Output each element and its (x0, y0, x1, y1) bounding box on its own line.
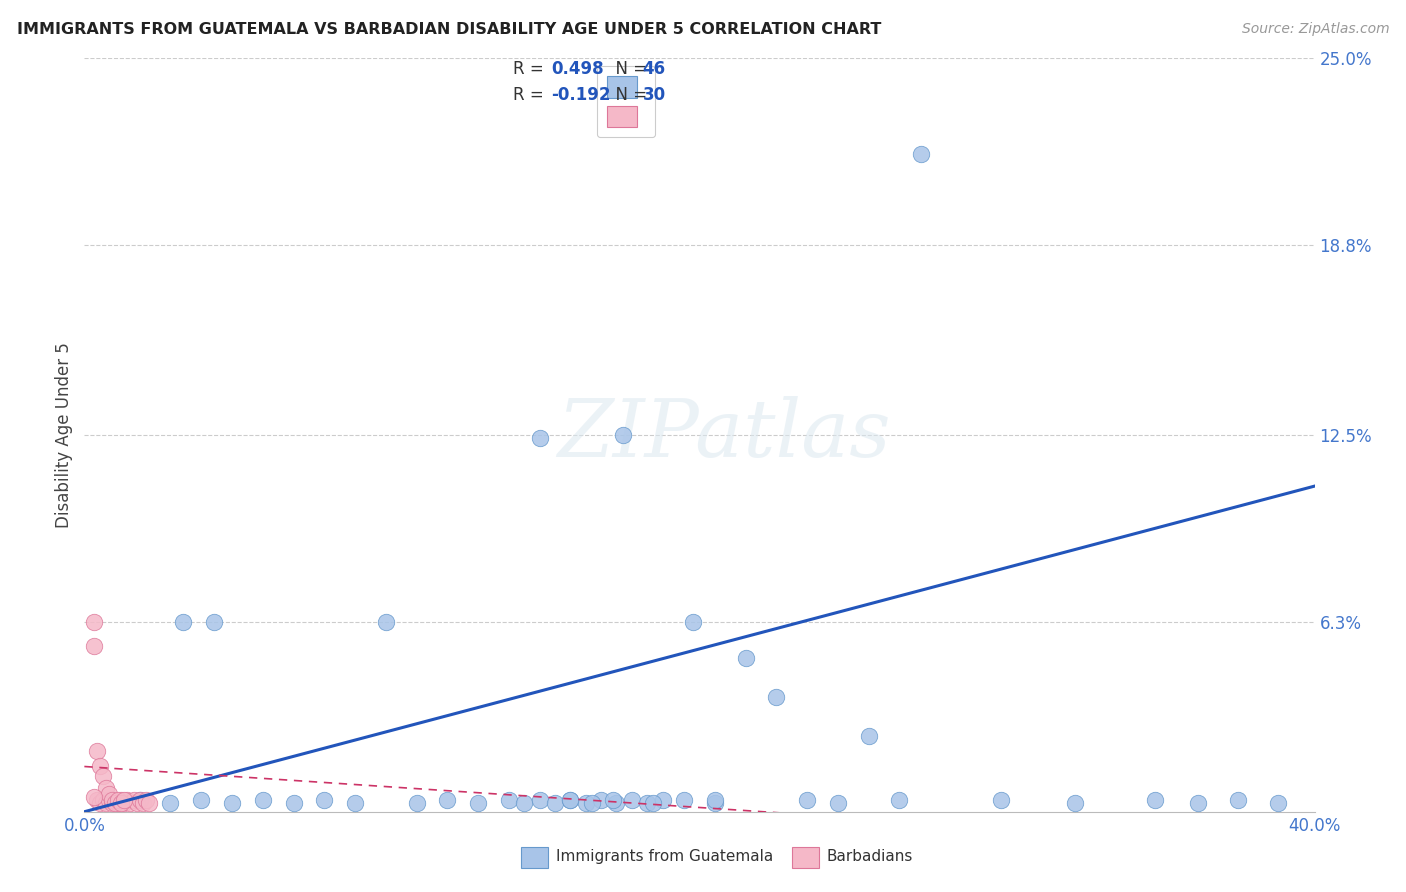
Text: ZIPatlas: ZIPatlas (557, 396, 891, 474)
Point (405, 796, 427, 810)
Point (86, 792, 108, 806)
Point (673, 792, 696, 806)
Point (94, 796, 117, 810)
Point (765, 690, 787, 705)
Point (910, 147, 932, 161)
Text: N =: N = (605, 87, 652, 104)
Text: N =: N = (605, 60, 652, 78)
Point (529, 431, 551, 445)
Point (344, 796, 367, 810)
Point (643, 796, 665, 810)
Point (498, 792, 520, 806)
Point (314, 792, 336, 806)
Point (703, 796, 725, 810)
FancyBboxPatch shape (522, 847, 548, 868)
Point (125, 796, 148, 810)
Text: -0.192: -0.192 (551, 87, 610, 104)
Point (122, 792, 145, 806)
Text: Source: ZipAtlas.com: Source: ZipAtlas.com (1241, 22, 1389, 37)
Point (128, 792, 150, 806)
Point (651, 792, 673, 806)
Point (112, 796, 135, 810)
Point (101, 796, 124, 810)
Point (1143, 792, 1166, 806)
Legend: , : , (596, 66, 655, 137)
Point (86, 744, 108, 758)
Point (734, 651, 756, 665)
Point (172, 615, 194, 629)
Point (703, 792, 725, 806)
Point (436, 792, 458, 806)
Point (112, 792, 135, 806)
Point (602, 792, 624, 806)
Text: IMMIGRANTS FROM GUATEMALA VS BARBADIAN DISABILITY AGE UNDER 5 CORRELATION CHART: IMMIGRANTS FROM GUATEMALA VS BARBADIAN D… (17, 22, 882, 37)
Point (98, 787, 120, 801)
Point (138, 796, 160, 810)
Point (190, 792, 212, 806)
Text: 30: 30 (643, 87, 665, 104)
Point (120, 796, 142, 810)
Y-axis label: Disability Age Under 5: Disability Age Under 5 (55, 342, 73, 528)
Text: R =: R = (513, 60, 550, 78)
Point (98, 792, 120, 806)
Point (135, 792, 157, 806)
Point (889, 792, 911, 806)
Point (529, 792, 551, 806)
Text: R =: R = (513, 87, 550, 104)
Point (575, 796, 598, 810)
Point (132, 796, 155, 810)
Point (83, 789, 105, 804)
Point (513, 796, 536, 810)
Point (1226, 792, 1249, 806)
Point (1267, 796, 1289, 810)
Point (104, 796, 127, 810)
Point (560, 792, 582, 806)
Point (128, 792, 150, 806)
Point (117, 792, 139, 806)
Point (104, 792, 127, 806)
Point (83, 639, 105, 653)
Point (107, 792, 129, 806)
Point (159, 796, 181, 810)
Point (858, 730, 880, 744)
Point (591, 792, 613, 806)
Point (374, 615, 396, 629)
Point (1063, 796, 1085, 810)
Point (605, 796, 627, 810)
Point (89, 796, 111, 810)
Text: Immigrants from Guatemala: Immigrants from Guatemala (555, 849, 773, 864)
Text: Barbadians: Barbadians (827, 849, 912, 864)
FancyBboxPatch shape (792, 847, 818, 868)
Point (990, 792, 1012, 806)
Point (101, 792, 124, 806)
Text: 46: 46 (643, 60, 665, 78)
Text: 0.498: 0.498 (551, 60, 603, 78)
Point (544, 796, 567, 810)
Point (467, 796, 489, 810)
Point (221, 796, 243, 810)
Point (252, 792, 274, 806)
Point (94, 780, 117, 795)
Point (83, 615, 105, 629)
Point (796, 792, 818, 806)
Point (636, 796, 658, 810)
Point (202, 615, 225, 629)
Point (620, 792, 643, 806)
Point (110, 792, 132, 806)
Point (560, 792, 582, 806)
Point (1187, 796, 1209, 810)
Point (612, 427, 634, 442)
Point (91, 792, 114, 806)
Point (89, 759, 111, 773)
Point (91, 768, 114, 782)
Point (283, 796, 305, 810)
Point (581, 796, 603, 810)
Point (827, 796, 849, 810)
Point (107, 796, 129, 810)
Point (110, 796, 132, 810)
Point (682, 615, 704, 629)
